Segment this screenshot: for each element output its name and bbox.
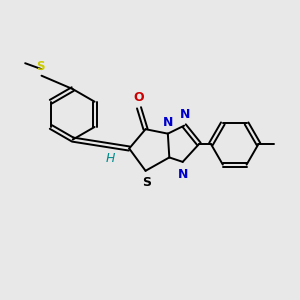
Text: H: H <box>106 152 116 164</box>
Text: N: N <box>180 109 190 122</box>
Text: O: O <box>134 91 144 104</box>
Text: N: N <box>178 168 188 182</box>
Text: S: S <box>142 176 152 189</box>
Text: S: S <box>36 60 44 73</box>
Text: N: N <box>163 116 174 130</box>
